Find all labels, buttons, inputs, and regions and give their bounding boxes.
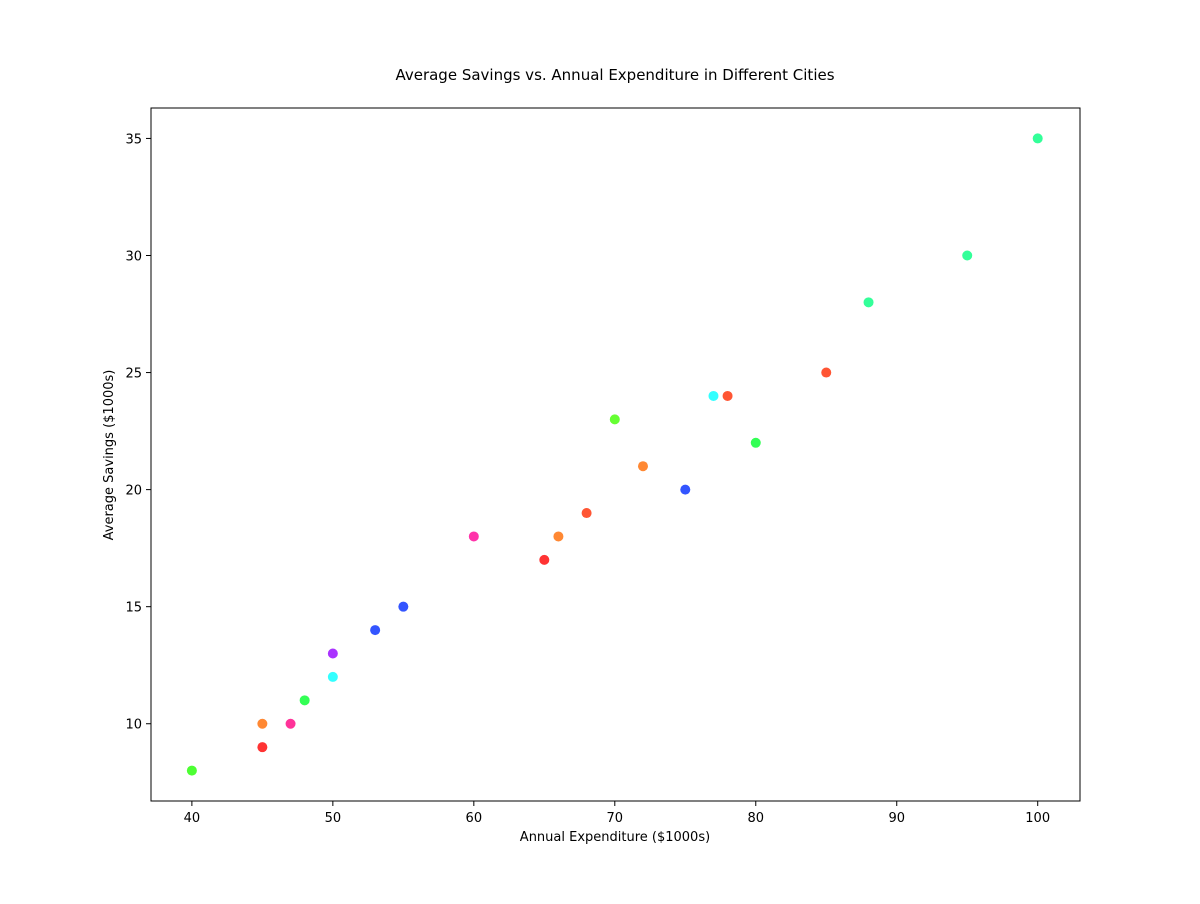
data-point	[327, 671, 338, 682]
data-point	[962, 250, 973, 261]
x-tick-label: 80	[747, 811, 764, 826]
x-tick-label: 60	[466, 811, 483, 826]
data-point	[285, 718, 296, 729]
y-axis-ticks: 10 15 20 25 30 35	[125, 132, 151, 733]
data-points	[186, 133, 1043, 776]
x-tick-label: 70	[607, 811, 624, 826]
y-tick-label: 35	[125, 132, 142, 147]
y-tick-label: 25	[125, 367, 142, 382]
data-point	[863, 297, 874, 308]
data-point	[257, 718, 268, 729]
x-tick-label: 90	[888, 811, 905, 826]
y-tick-label: 15	[125, 601, 142, 616]
y-axis-label: Average Savings ($1000s)	[102, 370, 117, 541]
y-tick-label: 30	[125, 249, 142, 264]
data-point	[750, 437, 761, 448]
data-point	[398, 601, 409, 612]
data-point	[1032, 133, 1043, 144]
data-point	[327, 648, 338, 659]
x-axis-ticks: 40 50 60 70 80 90 100	[184, 801, 1050, 826]
data-point	[468, 531, 479, 542]
data-point	[539, 554, 550, 565]
chart-title: Average Savings vs. Annual Expenditure i…	[395, 66, 834, 84]
data-point	[257, 742, 268, 753]
data-point	[370, 625, 381, 636]
data-point	[821, 367, 832, 378]
y-tick-label: 20	[125, 484, 142, 499]
data-point	[186, 765, 197, 776]
plot-frame	[150, 107, 1081, 802]
data-point	[722, 390, 733, 401]
data-point	[609, 414, 620, 425]
data-point	[299, 695, 310, 706]
data-point	[553, 531, 564, 542]
x-axis-label: Annual Expenditure ($1000s)	[520, 830, 710, 845]
x-tick-label: 40	[184, 811, 201, 826]
data-point	[581, 508, 592, 519]
x-tick-label: 50	[325, 811, 342, 826]
x-tick-label: 100	[1025, 811, 1050, 826]
y-tick-label: 10	[125, 718, 142, 733]
data-point	[680, 484, 691, 495]
data-point	[708, 390, 719, 401]
data-point	[637, 461, 648, 472]
